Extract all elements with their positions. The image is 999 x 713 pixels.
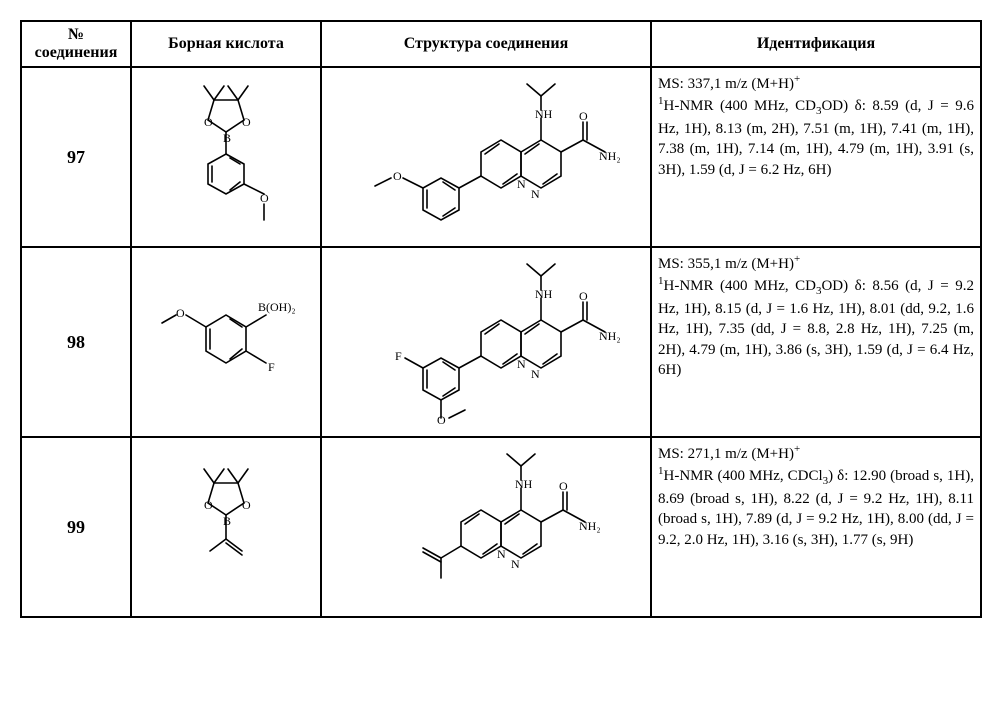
- svg-text:O: O: [242, 498, 251, 512]
- compound-number: 99: [21, 437, 131, 617]
- identification-text: MS: 271,1 m/z (M+H)+1H-NMR (400 MHz, CDC…: [651, 437, 981, 617]
- compound-structure: NH O NH₂ NN O: [321, 67, 651, 247]
- boronic-acid-structure: B(OH)₂ O F: [131, 247, 321, 437]
- compound-table: № соединения Борная кислота Структура со…: [20, 20, 982, 618]
- svg-text:O: O: [204, 115, 213, 129]
- header-num: № соединения: [21, 21, 131, 67]
- header-struct: Структура соединения: [321, 21, 651, 67]
- svg-text:O: O: [260, 191, 269, 205]
- chem-structure-icon: B(OH)₂ O F: [146, 267, 306, 417]
- chem-structure-icon: NH O NH₂ NN: [331, 442, 641, 612]
- compound-number: 97: [21, 67, 131, 247]
- svg-text:O: O: [176, 306, 185, 320]
- header-ident: Идентификация: [651, 21, 981, 67]
- svg-text:O: O: [579, 109, 588, 123]
- svg-text:F: F: [395, 349, 402, 363]
- svg-text:NH₂: NH₂: [599, 329, 621, 343]
- svg-text:N: N: [517, 357, 526, 371]
- svg-text:NH: NH: [515, 477, 533, 491]
- svg-text:B: B: [223, 131, 231, 145]
- table-row: 98: [21, 247, 981, 437]
- table-row: 97: [21, 67, 981, 247]
- svg-text:B(OH)₂: B(OH)₂: [258, 300, 296, 314]
- svg-text:O: O: [393, 169, 402, 183]
- header-row: № соединения Борная кислота Структура со…: [21, 21, 981, 67]
- svg-text:N: N: [531, 367, 540, 381]
- svg-text:NH₂: NH₂: [599, 149, 621, 163]
- svg-text:NH: NH: [535, 287, 553, 301]
- svg-text:N: N: [531, 187, 540, 201]
- svg-text:NH₂: NH₂: [579, 519, 601, 533]
- svg-text:O: O: [559, 479, 568, 493]
- svg-text:O: O: [204, 498, 213, 512]
- svg-text:N: N: [511, 557, 520, 571]
- chem-structure-icon: NH O NH₂ NN F O: [331, 252, 641, 432]
- svg-text:NH: NH: [535, 107, 553, 121]
- chem-structure-icon: O O B: [146, 447, 306, 607]
- boronic-acid-structure: O O B: [131, 437, 321, 617]
- header-boron: Борная кислота: [131, 21, 321, 67]
- svg-text:B: B: [223, 514, 231, 528]
- compound-structure: NH O NH₂ NN: [321, 437, 651, 617]
- identification-text: MS: 355,1 m/z (M+H)+1H-NMR (400 MHz, CD3…: [651, 247, 981, 437]
- boronic-acid-structure: O O B O: [131, 67, 321, 247]
- svg-text:O: O: [242, 115, 251, 129]
- svg-text:O: O: [437, 413, 446, 427]
- identification-text: MS: 337,1 m/z (M+H)+1H-NMR (400 MHz, CD3…: [651, 67, 981, 247]
- svg-text:N: N: [517, 177, 526, 191]
- compound-structure: NH O NH₂ NN F O: [321, 247, 651, 437]
- chem-structure-icon: NH O NH₂ NN O: [331, 72, 641, 242]
- svg-text:N: N: [497, 547, 506, 561]
- svg-text:O: O: [579, 289, 588, 303]
- compound-number: 98: [21, 247, 131, 437]
- svg-text:F: F: [268, 360, 275, 374]
- table-row: 99: [21, 437, 981, 617]
- chem-structure-icon: O O B O: [146, 72, 306, 242]
